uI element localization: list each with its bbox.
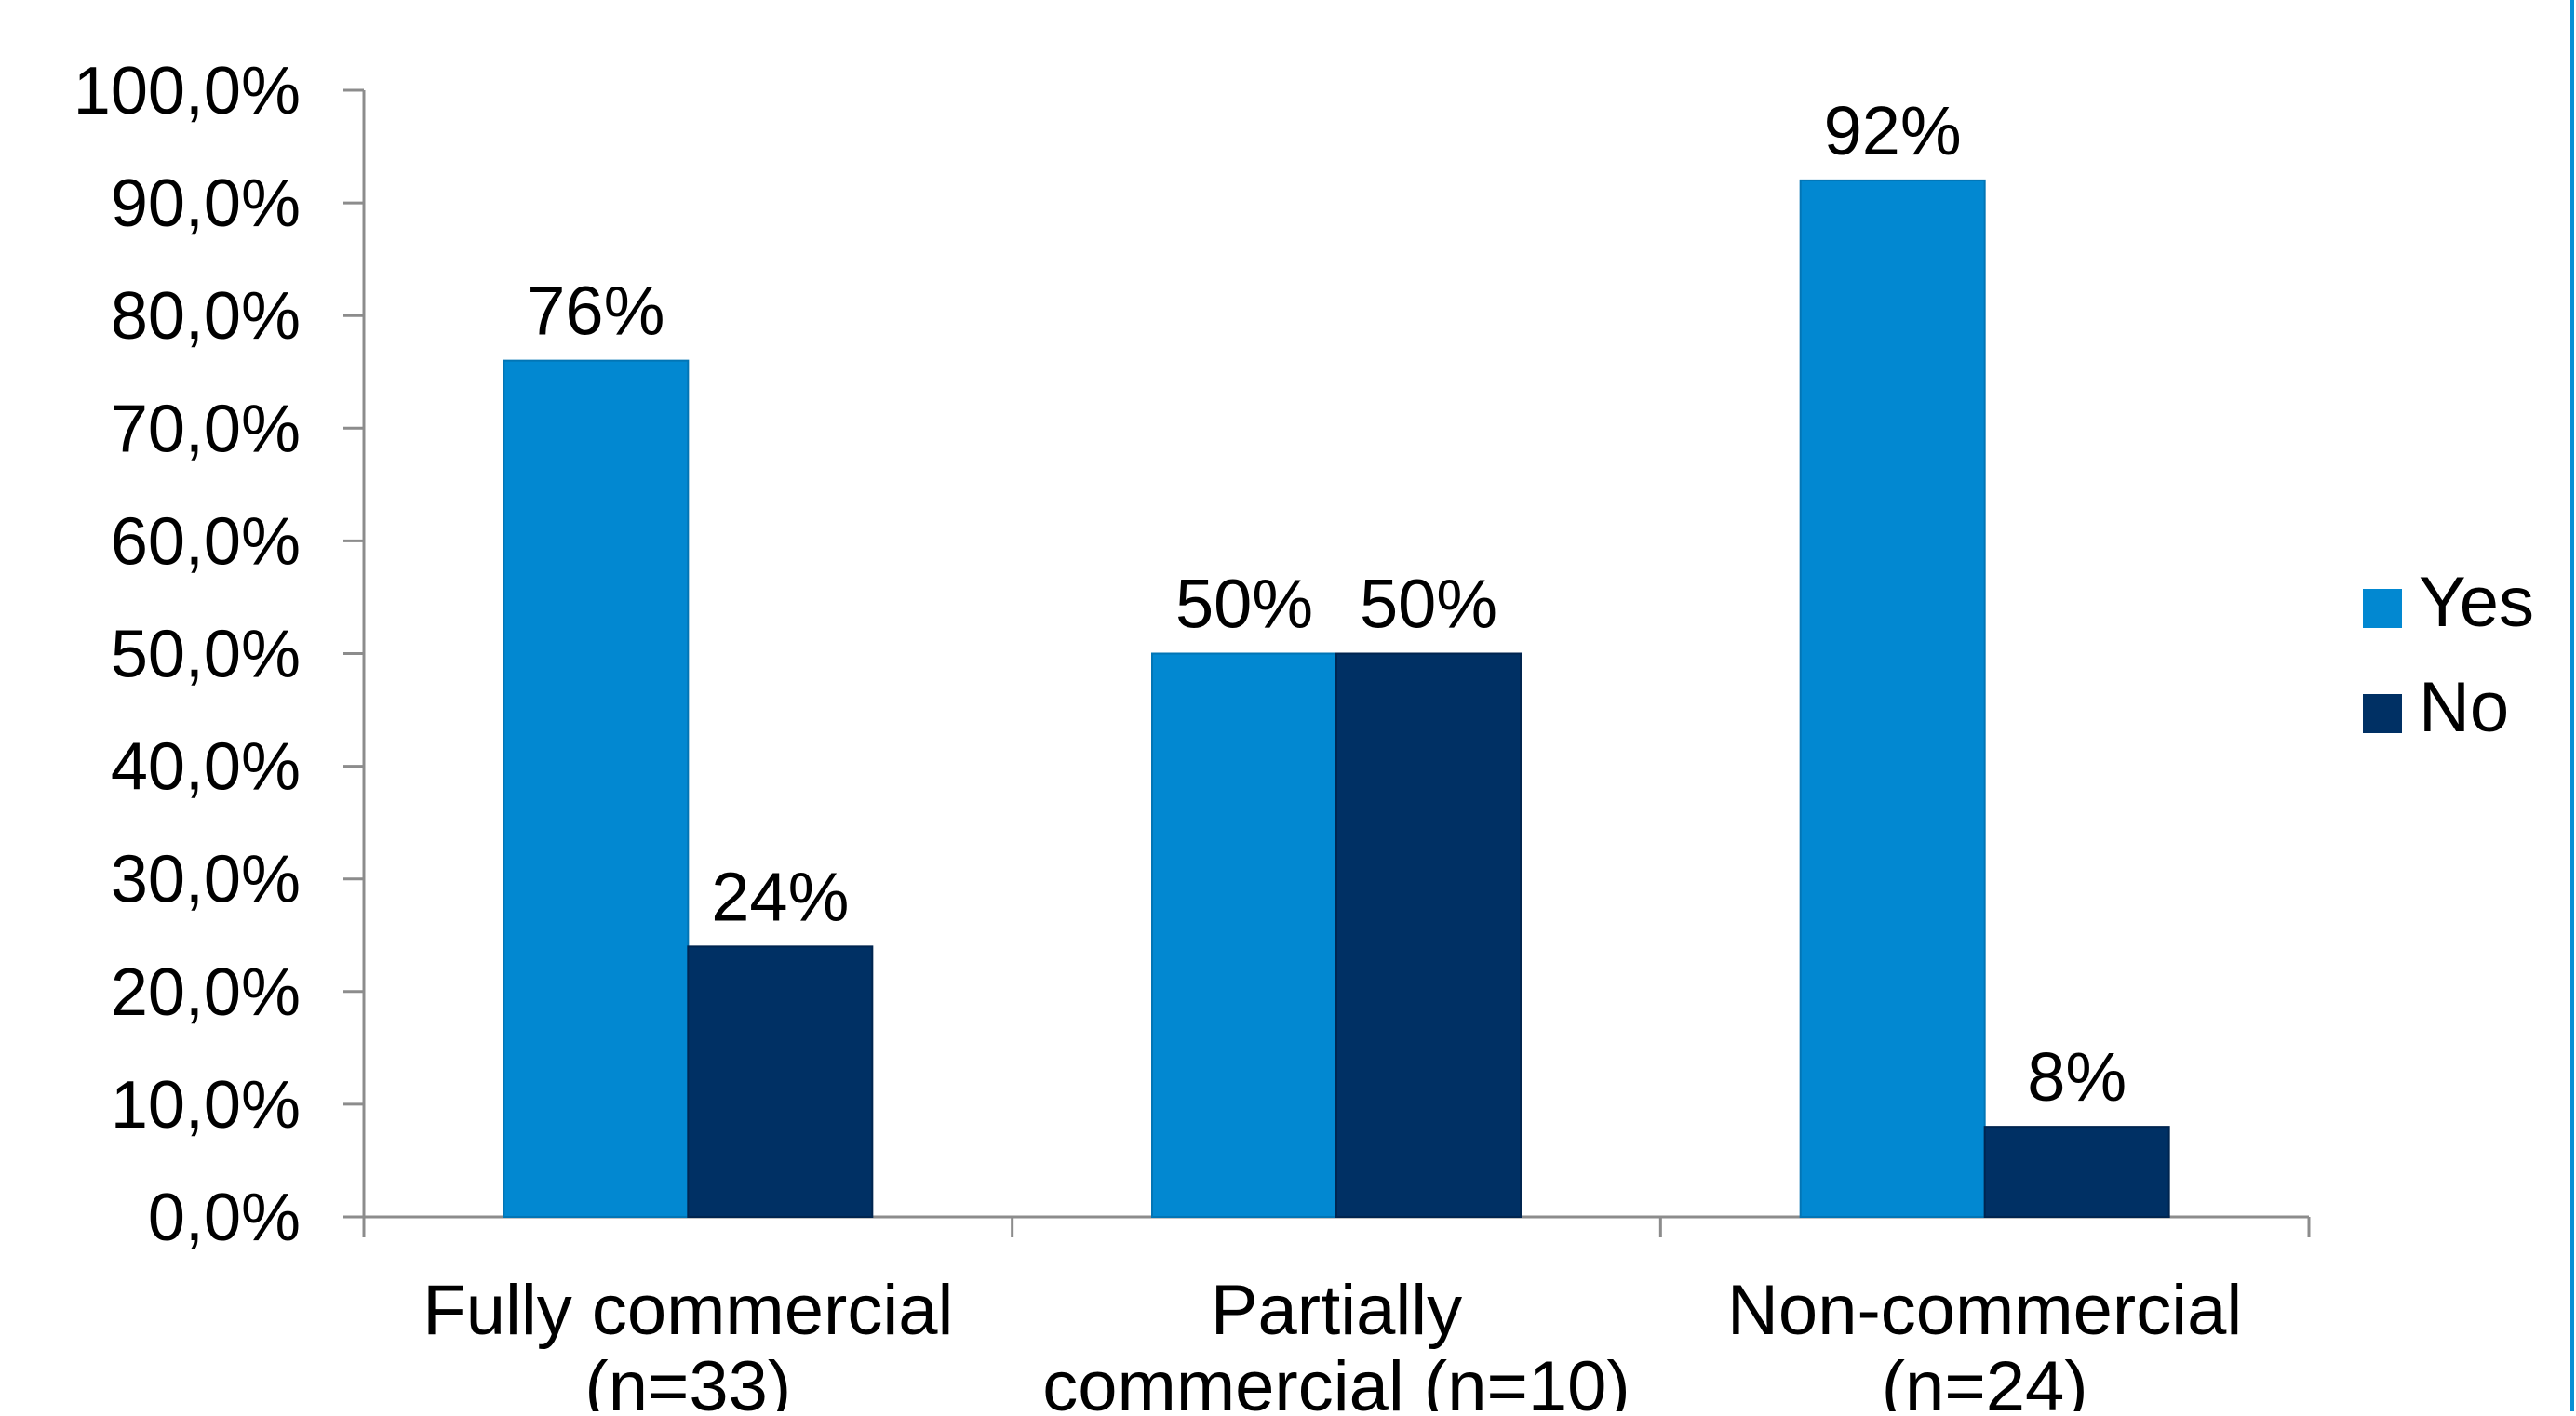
chart-bars	[503, 179, 2170, 1218]
y-tick-label: 30,0%	[111, 843, 301, 917]
bar-no-2	[1983, 1126, 2170, 1218]
legend-swatch-no	[2363, 694, 2402, 733]
y-tick-label: 90,0%	[111, 167, 301, 241]
bar-no-0	[687, 945, 874, 1218]
legend-label-yes: Yes	[2419, 563, 2534, 642]
x-category-label: Fully commercial	[423, 1271, 953, 1350]
bar-no-1	[1335, 652, 1522, 1218]
bar-yes-2	[1799, 179, 1986, 1218]
x-category-label: commercial (n=10)	[1042, 1347, 1630, 1411]
x-category-label: (n=33)	[584, 1347, 791, 1411]
y-tick-label: 10,0%	[111, 1068, 301, 1142]
y-tick-label: 60,0%	[111, 504, 301, 579]
y-tick-label: 70,0%	[111, 392, 301, 466]
y-tick-label: 0,0%	[148, 1181, 301, 1255]
data-label: 76%	[527, 273, 664, 350]
chart-labels: 76% 24% Fully commercial(n=33) 50% 50% Partia…	[423, 92, 2242, 1416]
y-tick-label: 50,0%	[111, 618, 301, 692]
y-tick-label: 20,0%	[111, 955, 301, 1030]
x-category-label: (n=24)	[1882, 1347, 2088, 1411]
slide-border-line	[2570, 0, 2574, 1411]
data-label: 50%	[1360, 566, 1497, 643]
legend-label-no: No	[2419, 668, 2509, 747]
x-category-label: Non-commercial	[1727, 1271, 2242, 1350]
y-tick-label: 80,0%	[111, 279, 301, 354]
bar-yes-0	[503, 359, 690, 1218]
y-tick-label: 40,0%	[111, 730, 301, 805]
y-tick-label: 100,0%	[74, 54, 301, 128]
data-label: 24%	[711, 858, 849, 935]
x-category-label: Partially	[1211, 1271, 1462, 1350]
chart-axes: 0,0% 10,0% 20,0% 30,0% 40,0% 50,0% 60,0% 70,0% 8…	[74, 54, 2311, 1255]
data-label: 92%	[1824, 92, 1962, 169]
bar-yes-1	[1151, 652, 1337, 1218]
data-label: 50%	[1175, 566, 1313, 643]
data-label: 8%	[2027, 1038, 2127, 1115]
chart-legend: Yes No	[2363, 563, 2534, 747]
legend-swatch-yes	[2363, 589, 2402, 628]
